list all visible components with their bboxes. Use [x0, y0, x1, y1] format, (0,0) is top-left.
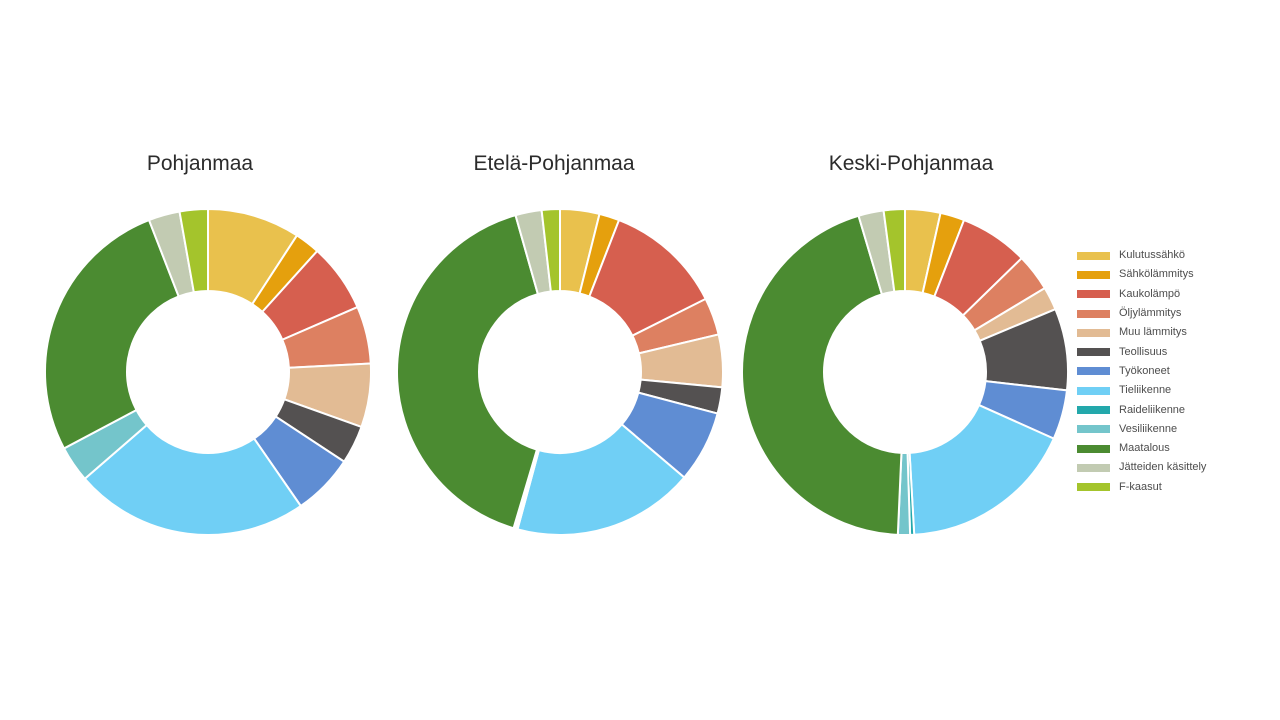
legend-label-tieliikenne: Tieliikenne [1119, 384, 1172, 397]
legend-swatch-tyokoneet [1077, 367, 1110, 376]
legend-item-kulutussahko: Kulutussähkö [1077, 246, 1206, 265]
legend-label-raideliikenne: Raideliikenne [1119, 403, 1186, 416]
legend-label-sahkolammitys: Sähkölämmitys [1119, 268, 1194, 281]
legend-swatch-f-kaasut [1077, 483, 1110, 492]
legend-swatch-teollisuus [1077, 348, 1110, 357]
slice-maatalous [44, 218, 180, 450]
legend-item-muu-lammitys: Muu lämmitys [1077, 323, 1206, 342]
legend-swatch-kaukolampo [1077, 290, 1110, 299]
chart-legend: Kulutussähkö Sähkölämmitys Kaukolämpö Öljyl… [1077, 246, 1206, 497]
legend-swatch-muu-lammitys [1077, 328, 1110, 337]
slice-f-kaasut [178, 207, 209, 294]
slice-tieliikenne [516, 423, 686, 536]
donut-chart-pohjanmaa [44, 207, 372, 536]
legend-label-tyokoneet: Työkoneet [1119, 364, 1170, 377]
legend-item-sahkolammitys: Sähkölämmitys [1077, 265, 1206, 284]
legend-item-tieliikenne: Tieliikenne [1077, 381, 1206, 400]
legend-item-raideliikenne: Raideliikenne [1077, 400, 1206, 419]
slice-maatalous [741, 214, 903, 536]
slice-tieliikenne [83, 423, 303, 536]
legend-label-f-kaasut: F-kaasut [1119, 480, 1162, 493]
legend-item-tyokoneet: Työkoneet [1077, 362, 1206, 381]
donut-chart-keski-pohjanmaa [741, 207, 1069, 536]
legend-swatch-raideliikenne [1077, 406, 1110, 415]
legend-label-maatalous: Maatalous [1119, 442, 1170, 455]
legend-item-jatteiden-kasittely: Jätteiden käsittely [1077, 458, 1206, 477]
legend-label-vesiliikenne: Vesiliikenne [1119, 422, 1178, 435]
legend-item-teollisuus: Teollisuus [1077, 342, 1206, 361]
legend-swatch-jatteiden-kasittely [1077, 463, 1110, 472]
legend-item-vesiliikenne: Vesiliikenne [1077, 420, 1206, 439]
chart-title-keski-pohjanmaa: Keski-Pohjanmaa [828, 152, 994, 175]
legend-swatch-oljylammitys [1077, 309, 1110, 318]
slice-maatalous [396, 213, 540, 530]
legend-label-kaukolampo: Kaukolämpö [1119, 287, 1181, 300]
legend-swatch-tieliikenne [1077, 386, 1110, 395]
slice-f-kaasut [882, 207, 906, 293]
slice-f-kaasut [540, 207, 561, 293]
legend-label-muu-lammitys: Muu lämmitys [1119, 326, 1187, 339]
legend-swatch-vesiliikenne [1077, 425, 1110, 434]
legend-swatch-sahkolammitys [1077, 270, 1110, 279]
chart-title-etela-pohjanmaa: Etelä-Pohjanmaa [473, 152, 635, 175]
donut-chart-etela-pohjanmaa [396, 207, 724, 536]
legend-swatch-kulutussahko [1077, 251, 1110, 260]
legend-item-f-kaasut: F-kaasut [1077, 478, 1206, 497]
legend-label-oljylammitys: Öljylämmitys [1119, 307, 1182, 320]
legend-label-teollisuus: Teollisuus [1119, 345, 1168, 358]
legend-item-kaukolampo: Kaukolämpö [1077, 285, 1206, 304]
legend-swatch-maatalous [1077, 444, 1110, 453]
legend-item-maatalous: Maatalous [1077, 439, 1206, 458]
legend-item-oljylammitys: Öljylämmitys [1077, 304, 1206, 323]
legend-label-jatteiden-kasittely: Jätteiden käsittely [1119, 461, 1207, 474]
legend-label-kulutussahko: Kulutussähkö [1119, 249, 1186, 262]
chart-title-pohjanmaa: Pohjanmaa [146, 152, 254, 175]
slice-tieliikenne [908, 403, 1056, 536]
